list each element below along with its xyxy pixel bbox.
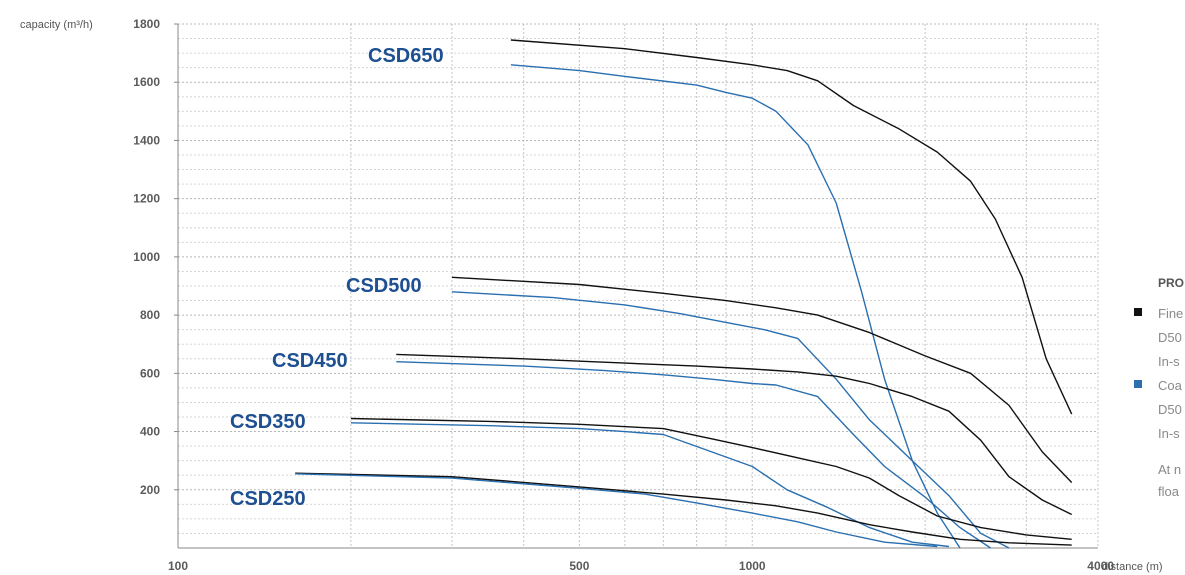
series-label-csd650: CSD650: [368, 45, 444, 67]
series-label-csd250: CSD250: [230, 488, 306, 510]
legend-text: Fine: [1158, 306, 1183, 321]
series-line-csd650-fine: [510, 39, 1073, 415]
y-tick-label: 1800: [133, 17, 160, 31]
series-line-csd650-coarse: [510, 64, 961, 549]
legend-marker-1: [1134, 380, 1142, 388]
series-line-csd500-fine: [451, 276, 1073, 483]
x-tick-label: 500: [569, 559, 589, 573]
series-line-csd250-coarse: [295, 473, 938, 548]
legend-text: D50: [1158, 402, 1182, 417]
legend-text: Coa: [1158, 378, 1183, 393]
x-axis-label: distance (m): [1102, 561, 1163, 573]
legend-title: PRO: [1158, 276, 1184, 290]
legend: PRO Fine D50 In-s Coa D50 In-s At n floa: [1134, 276, 1184, 499]
y-tick-label: 1400: [133, 133, 160, 147]
legend-note: floa: [1158, 484, 1180, 499]
series-line-csd450-fine: [396, 353, 1073, 516]
series-lines: [295, 39, 1073, 549]
series-line-csd350-coarse: [350, 422, 949, 548]
y-tick-label: 200: [140, 483, 160, 497]
axes: 200 400 600 800 1000 1200 1400 1600 1800 100 500 10…: [133, 17, 1114, 573]
y-tick-label: 400: [140, 425, 160, 439]
y-tick-label: 1200: [133, 192, 160, 206]
series-label-csd450: CSD450: [272, 350, 348, 372]
y-axis-label: capacity (m³/h): [20, 19, 93, 31]
legend-text: In-s: [1158, 426, 1180, 441]
series-line-csd450-coarse: [396, 361, 991, 549]
x-tick-label: 4000: [1087, 559, 1114, 573]
x-tick-label: 1000: [739, 559, 766, 573]
x-tick-label: 100: [168, 559, 188, 573]
legend-marker-0: [1134, 308, 1142, 316]
y-tick-label: 1000: [133, 250, 160, 264]
series-label-csd350: CSD350: [230, 411, 306, 433]
legend-text: D50: [1158, 330, 1182, 345]
series-line-csd250-fine: [295, 472, 1072, 546]
series-labels: CSD650 CSD500 CSD450 CSD350 CSD250: [230, 45, 444, 510]
grid: [177, 23, 1099, 548]
y-tick-label: 1600: [133, 75, 160, 89]
legend-note: At n: [1158, 462, 1181, 477]
y-tick-label: 600: [140, 366, 160, 380]
legend-text: In-s: [1158, 354, 1180, 369]
series-label-csd500: CSD500: [346, 275, 422, 297]
series-line-csd500-coarse: [451, 291, 1010, 549]
series-line-csd350-fine: [350, 417, 1072, 540]
y-tick-label: 800: [140, 308, 160, 322]
